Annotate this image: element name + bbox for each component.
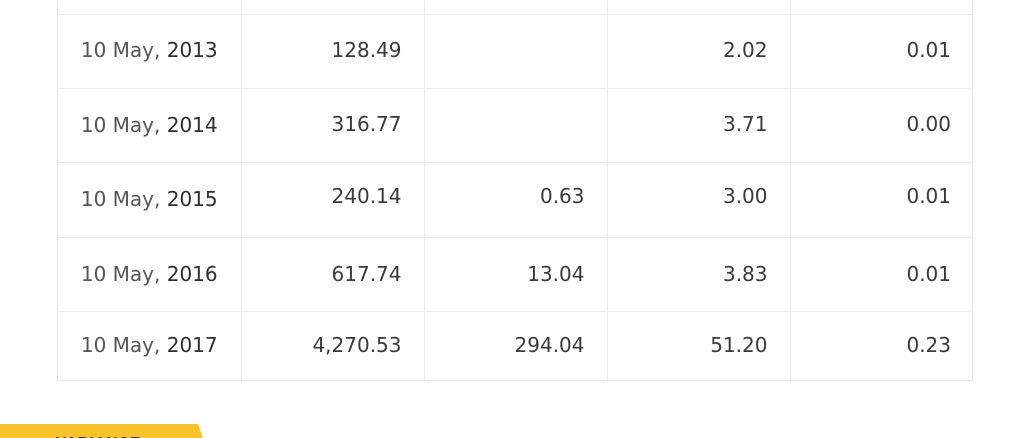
value-cell-4: 0.01 — [790, 237, 973, 311]
date-cell: 10 May, 2017 — [58, 311, 241, 380]
table-row: 10 May, 2017 4,270.53 294.04 51.20 0.23 — [58, 311, 973, 380]
date-year: 2013 — [167, 38, 218, 62]
value-cell-3: 2.02 — [607, 14, 790, 88]
value-cell-2 — [424, 14, 607, 88]
date-day: 10 May, — [81, 38, 167, 62]
value-cell-1: 316.77 — [241, 88, 424, 162]
table-row: 10 May, 2014 316.77 3.71 0.00 — [58, 88, 973, 162]
table-row: 10 May, 2013 128.49 2.02 0.01 — [58, 14, 973, 88]
value-cell-2: 13.04 — [424, 237, 607, 311]
value-cell-2: 0.63 — [424, 162, 607, 237]
date-day: 10 May, — [81, 262, 167, 286]
date-day: 10 May, — [81, 113, 167, 137]
history-table: 10 May, 2013 128.49 2.02 0.01 10 May, 20… — [58, 0, 973, 380]
value-cell-4: 0.01 — [790, 14, 973, 88]
table-row: 10 May, 2015 240.14 0.63 3.00 0.01 — [58, 162, 973, 237]
section-tab-label: VARIANCE — [56, 434, 141, 438]
table-cell — [790, 0, 973, 14]
value-cell-4: 0.23 — [790, 311, 973, 380]
value-cell-1: 128.49 — [241, 14, 424, 88]
date-cell: 10 May, 2015 — [58, 162, 241, 237]
value-cell-1: 240.14 — [241, 162, 424, 237]
date-cell: 10 May, 2016 — [58, 237, 241, 311]
value-cell-3: 3.00 — [607, 162, 790, 237]
value-cell-1: 617.74 — [241, 237, 424, 311]
date-year: 2016 — [167, 262, 218, 286]
table-row-partial — [58, 0, 973, 14]
value-cell-3: 51.20 — [607, 311, 790, 380]
section-tab-variance[interactable]: VARIANCE — [0, 424, 205, 438]
value-cell-2: 294.04 — [424, 311, 607, 380]
value-cell-1: 4,270.53 — [241, 311, 424, 380]
value-cell-2 — [424, 88, 607, 162]
table-row: 10 May, 2016 617.74 13.04 3.83 0.01 — [58, 237, 973, 311]
value-cell-4: 0.01 — [790, 162, 973, 237]
data-table: 10 May, 2013 128.49 2.02 0.01 10 May, 20… — [57, 0, 973, 381]
table-cell — [607, 0, 790, 14]
date-cell: 10 May, 2014 — [58, 88, 241, 162]
date-cell: 10 May, 2013 — [58, 14, 241, 88]
value-cell-4: 0.00 — [790, 88, 973, 162]
date-day: 10 May, — [81, 333, 167, 357]
value-cell-3: 3.83 — [607, 237, 790, 311]
date-year: 2014 — [167, 113, 218, 137]
date-day: 10 May, — [81, 187, 167, 211]
table-cell — [58, 0, 241, 14]
table-cell — [241, 0, 424, 14]
date-year: 2017 — [167, 333, 218, 357]
table-cell — [424, 0, 607, 14]
value-cell-3: 3.71 — [607, 88, 790, 162]
date-year: 2015 — [167, 187, 218, 211]
